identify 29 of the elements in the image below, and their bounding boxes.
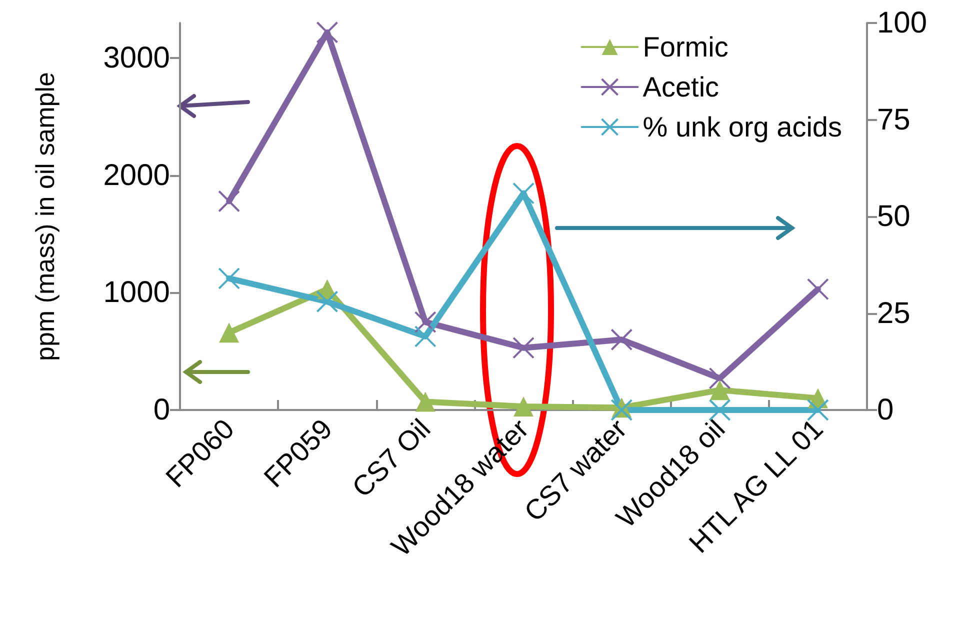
point [512,182,534,204]
y2-tick-label: 25 [877,296,910,330]
point [316,290,338,313]
point [219,322,240,343]
y-tick-label: 0 [153,394,170,426]
point [512,336,534,359]
y-tick-label: 1000 [103,276,170,310]
legend-label: % unk org acids [642,112,842,142]
y2-tick-label: 75 [877,103,910,136]
y-axis-title: ppm (mass) in oil sample [30,72,60,361]
point [710,380,730,400]
point [218,190,240,212]
point [316,21,338,44]
legend-label: Acetic [642,72,720,102]
legend-label: Formic [642,32,728,62]
point [414,311,436,334]
point [806,278,829,300]
point [514,396,534,416]
point [218,267,240,290]
y2-tick-label: 0 [877,394,894,426]
y-tick-label: 3000 [103,42,170,75]
y-tick-label: 2000 [103,158,170,192]
point [806,399,829,421]
point [610,328,633,351]
point [708,367,731,390]
point [415,392,436,412]
y2-tick-label: 100 [877,6,928,40]
y2-tick-label: 50 [877,200,910,233]
point [414,325,436,348]
